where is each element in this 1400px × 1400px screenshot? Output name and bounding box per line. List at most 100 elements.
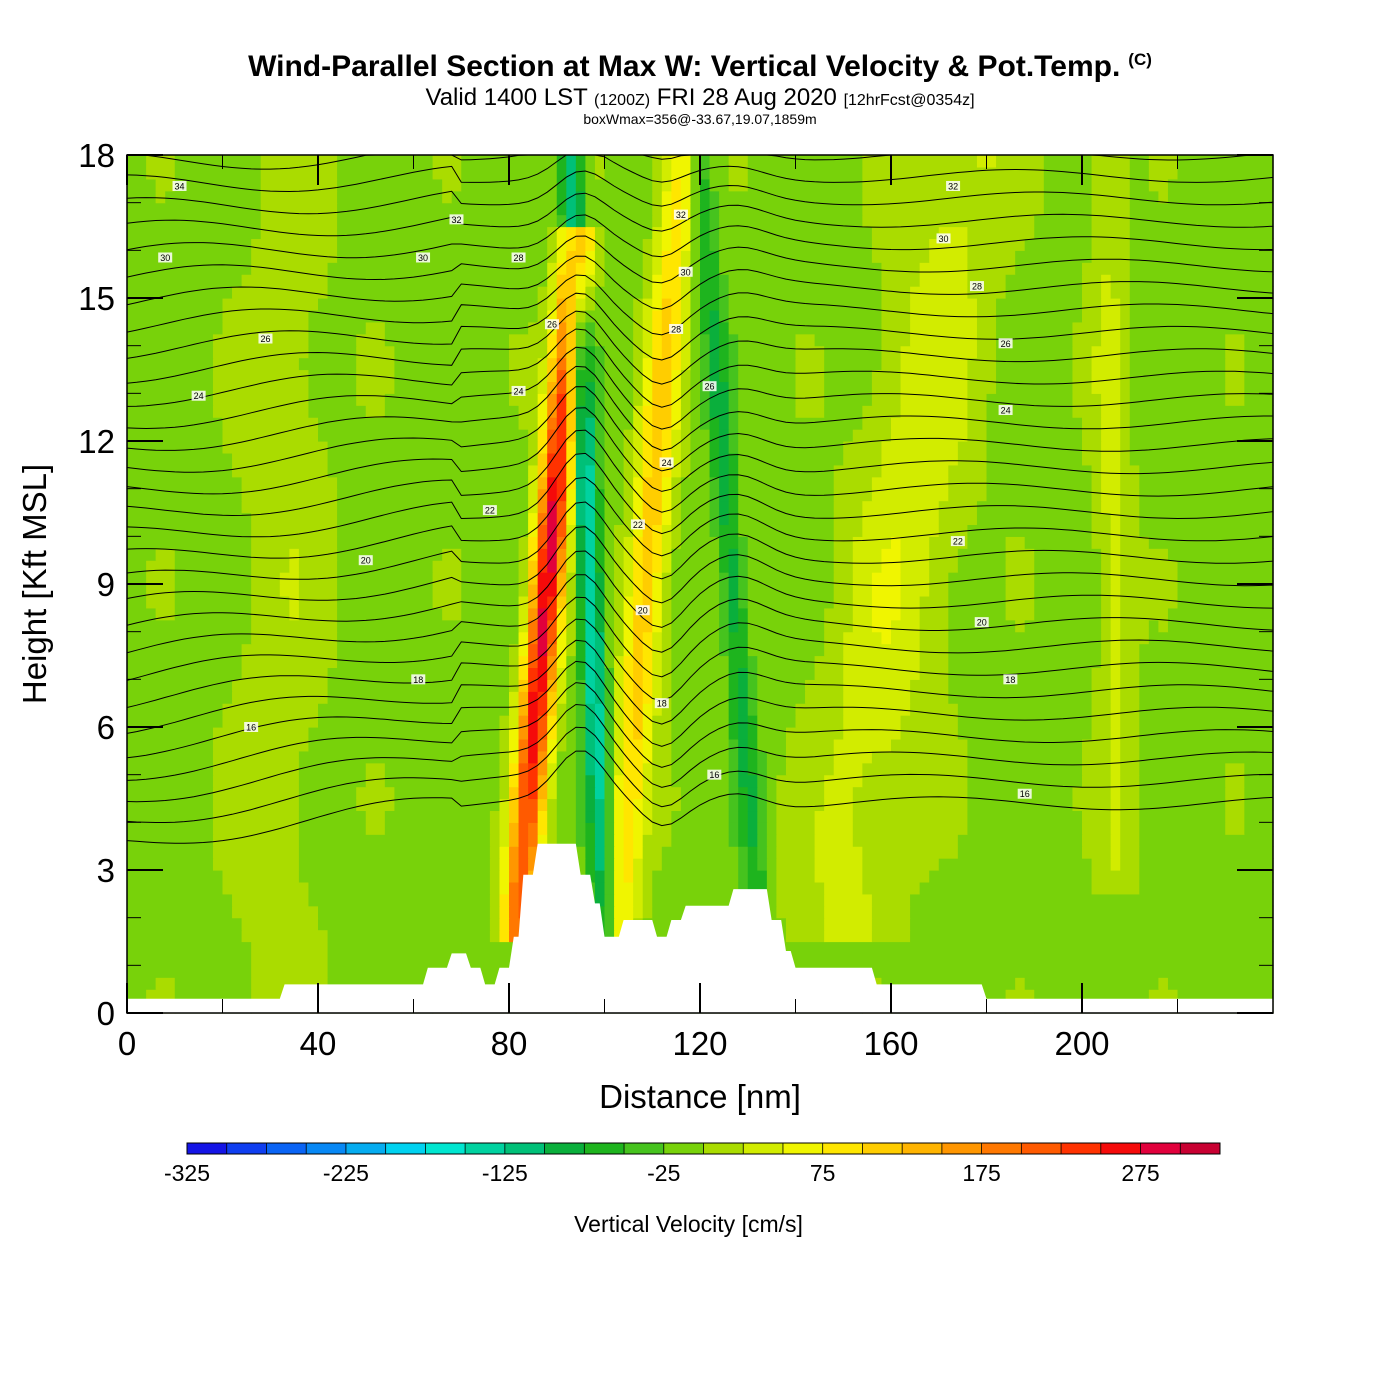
w-cell — [766, 762, 787, 776]
w-cell — [633, 643, 644, 657]
w-cell — [614, 703, 625, 716]
w-cell — [642, 321, 653, 335]
w-cell — [690, 381, 701, 394]
w-cell — [652, 202, 663, 216]
w-cell — [585, 822, 596, 835]
w-cell — [575, 417, 586, 430]
w-cell — [661, 345, 672, 359]
w-cell — [633, 870, 644, 883]
y-tick-label: 6 — [97, 709, 115, 746]
w-cell — [986, 476, 1093, 490]
w-cell — [518, 607, 529, 621]
w-cell — [432, 166, 462, 180]
w-cell — [1101, 309, 1121, 323]
w-cell — [719, 250, 873, 263]
w-cell — [1091, 691, 1112, 704]
w-cell — [623, 810, 634, 823]
w-cell — [604, 429, 625, 442]
w-cell — [1101, 476, 1121, 490]
w-cell — [127, 166, 147, 180]
w-cell — [633, 512, 644, 526]
w-cell — [1120, 631, 1150, 645]
w-cell — [537, 834, 548, 847]
w-cell — [833, 536, 854, 549]
w-cell — [766, 905, 777, 919]
w-cell — [585, 691, 596, 704]
w-cell — [1110, 607, 1121, 621]
w-cell — [700, 178, 711, 192]
w-cell — [585, 309, 634, 323]
w-cell — [337, 178, 443, 192]
w-cell — [709, 333, 720, 347]
w-cell — [919, 262, 968, 275]
w-cell — [1091, 202, 1131, 216]
w-cell — [633, 417, 644, 430]
w-cell — [700, 333, 711, 347]
w-cell — [776, 893, 825, 907]
w-cell — [1091, 524, 1112, 537]
w-cell — [1082, 834, 1112, 847]
w-cell — [604, 703, 615, 716]
w-cell — [728, 333, 739, 347]
w-cell — [738, 774, 758, 788]
w-cell — [852, 607, 873, 621]
w-cell — [728, 572, 739, 585]
w-cell — [747, 798, 758, 812]
w-cell — [1129, 262, 1274, 275]
w-cell — [575, 750, 586, 764]
w-cell — [594, 691, 606, 704]
w-cell — [614, 762, 625, 776]
w-cell — [690, 345, 701, 359]
w-cell — [633, 333, 644, 347]
w-cell — [212, 750, 300, 764]
w-cell — [871, 750, 968, 764]
w-cell — [709, 155, 730, 168]
w-cell — [642, 357, 653, 371]
w-cell — [700, 357, 711, 371]
w-cell — [566, 309, 577, 323]
colorbar-tick-label: 275 — [1121, 1160, 1159, 1186]
w-cell — [862, 512, 940, 526]
w-cell — [585, 810, 596, 823]
w-cell — [604, 524, 615, 537]
w-cell — [824, 607, 854, 621]
theta-label-bg — [630, 519, 645, 530]
w-cell — [719, 190, 863, 204]
w-cell — [556, 429, 567, 442]
w-cell — [614, 810, 625, 823]
w-cell — [1120, 584, 1179, 597]
w-cell — [1167, 977, 1274, 990]
w-cell — [127, 822, 214, 835]
w-cell — [241, 643, 338, 657]
w-cell — [1101, 500, 1121, 514]
w-cell — [652, 369, 672, 383]
w-cell — [127, 155, 147, 168]
w-cell — [642, 560, 653, 573]
w-cell — [642, 417, 653, 430]
w-cell — [1101, 560, 1112, 573]
w-cell — [528, 584, 539, 597]
w-cell — [833, 512, 863, 526]
w-cell — [442, 190, 453, 204]
w-cell — [528, 715, 539, 728]
w-cell — [547, 750, 558, 764]
colorbar-swatch — [226, 1143, 267, 1154]
w-cell — [957, 846, 1083, 859]
w-cell — [766, 822, 777, 835]
w-cell — [680, 345, 692, 359]
w-cell — [451, 190, 558, 204]
w-cell — [976, 345, 997, 359]
w-cell — [547, 834, 558, 847]
w-cell — [594, 274, 606, 287]
w-cell — [1244, 822, 1274, 835]
w-cell — [1244, 810, 1274, 823]
w-cell — [537, 512, 548, 526]
w-cell — [709, 417, 720, 430]
theta-contour — [126, 750, 1274, 844]
w-cell — [738, 584, 749, 597]
w-cell — [633, 655, 644, 669]
w-cell — [700, 250, 720, 263]
w-cell — [671, 190, 682, 204]
w-cell — [728, 738, 739, 752]
w-cell — [738, 476, 835, 490]
